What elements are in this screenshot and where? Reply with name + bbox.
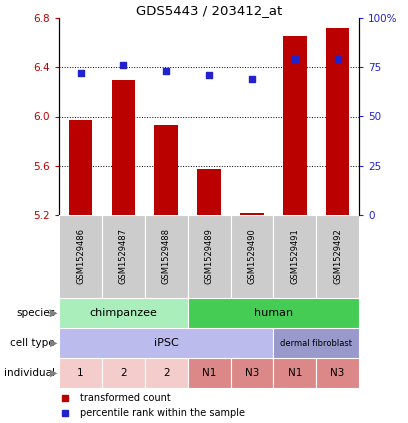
Text: GSM1529491: GSM1529491: [290, 228, 299, 284]
Text: species: species: [16, 308, 55, 318]
Point: [334, 56, 341, 63]
Bar: [145, 358, 188, 388]
Text: ▶: ▶: [50, 308, 57, 318]
Bar: [283, 36, 306, 215]
Text: human: human: [254, 308, 293, 318]
Text: N3: N3: [245, 368, 259, 378]
Bar: [155, 125, 178, 215]
Text: N3: N3: [330, 368, 345, 378]
Text: ▶: ▶: [50, 368, 57, 378]
Text: chimpanzee: chimpanzee: [89, 308, 157, 318]
Text: 1: 1: [77, 368, 84, 378]
Bar: [145, 215, 188, 298]
Bar: [188, 358, 231, 388]
Text: 2: 2: [163, 368, 170, 378]
Bar: [273, 358, 316, 388]
Bar: [112, 80, 135, 215]
Text: 2: 2: [120, 368, 127, 378]
Text: GSM1529486: GSM1529486: [76, 228, 85, 285]
Point: [248, 76, 255, 82]
Text: GSM1529490: GSM1529490: [247, 228, 257, 284]
Bar: [59, 328, 273, 358]
Bar: [102, 215, 145, 298]
Bar: [59, 215, 102, 298]
Text: individual: individual: [4, 368, 55, 378]
Bar: [231, 358, 273, 388]
Bar: [197, 170, 221, 215]
Point: [291, 56, 298, 63]
Point: [77, 70, 84, 77]
Bar: [59, 358, 102, 388]
Text: GSM1529492: GSM1529492: [333, 228, 342, 284]
Bar: [240, 212, 264, 215]
Bar: [188, 215, 231, 298]
Bar: [59, 298, 188, 328]
Text: cell type: cell type: [11, 338, 55, 348]
Bar: [273, 328, 359, 358]
Bar: [326, 28, 349, 215]
Bar: [69, 120, 92, 215]
Bar: [316, 358, 359, 388]
Text: GSM1529489: GSM1529489: [204, 228, 214, 284]
Text: GSM1529488: GSM1529488: [162, 228, 171, 285]
Point: [120, 62, 126, 69]
Bar: [316, 215, 359, 298]
Text: GSM1529487: GSM1529487: [119, 228, 128, 285]
Text: dermal fibroblast: dermal fibroblast: [280, 338, 352, 348]
Title: GDS5443 / 203412_at: GDS5443 / 203412_at: [136, 4, 282, 17]
Text: percentile rank within the sample: percentile rank within the sample: [80, 408, 245, 418]
Text: N1: N1: [202, 368, 216, 378]
Text: iPSC: iPSC: [154, 338, 179, 348]
Bar: [273, 215, 316, 298]
Text: transformed count: transformed count: [80, 393, 171, 403]
Bar: [188, 298, 359, 328]
Text: N1: N1: [288, 368, 302, 378]
Text: ▶: ▶: [50, 338, 57, 348]
Point: [163, 68, 170, 74]
Bar: [102, 358, 145, 388]
Point: [206, 72, 212, 79]
Bar: [231, 215, 273, 298]
